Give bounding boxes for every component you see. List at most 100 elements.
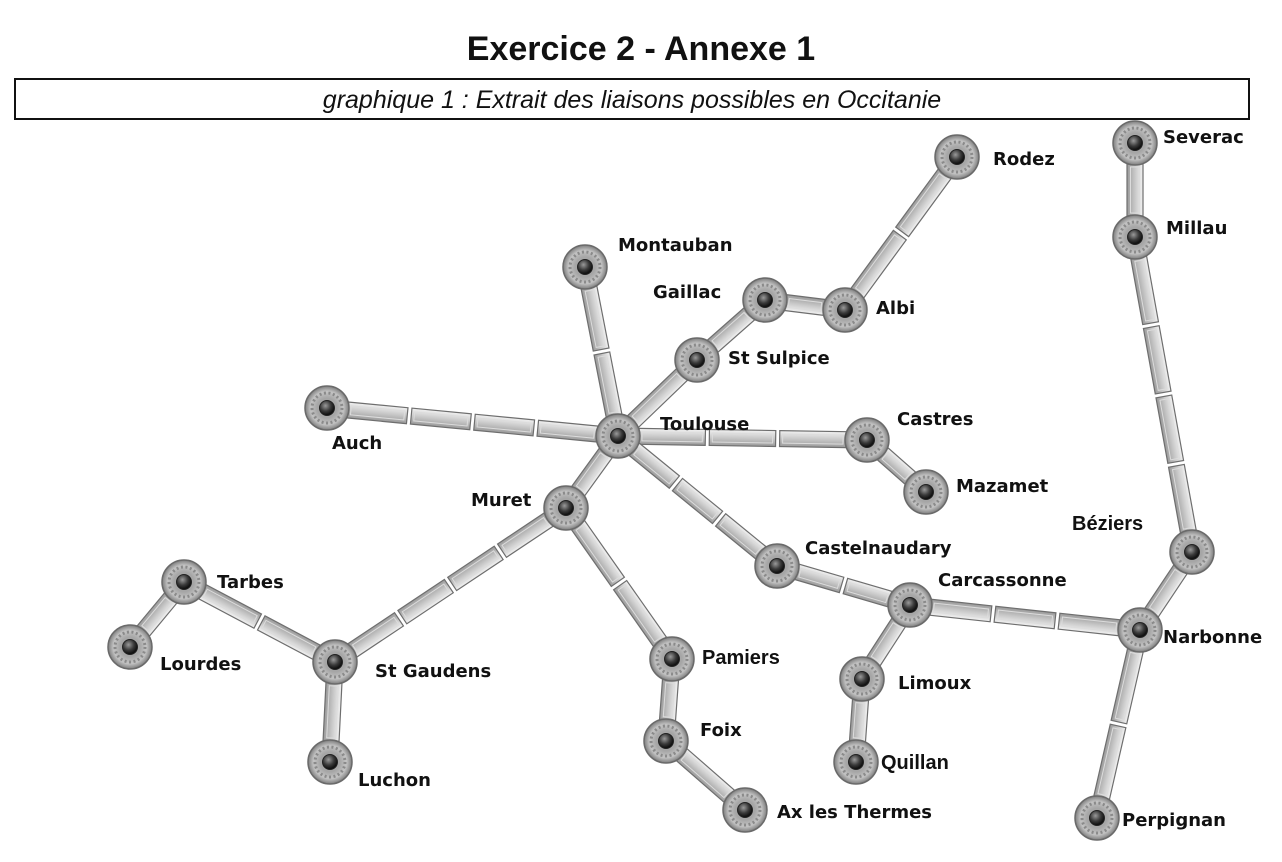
city-core <box>769 558 785 574</box>
city-label-axlesthermes: Ax les Thermes <box>777 802 932 823</box>
city-ring-texture <box>655 642 689 676</box>
city-ring-texture <box>850 423 884 457</box>
route-segment-inner <box>1148 568 1184 614</box>
route-segment <box>628 442 681 490</box>
route-segment <box>671 477 724 525</box>
route-segment-inner <box>633 447 676 485</box>
city-ring-texture <box>601 419 635 453</box>
route-segment <box>346 401 409 425</box>
city-ring-texture <box>1080 801 1114 835</box>
route-segment-inner <box>575 452 609 492</box>
city-core <box>949 149 965 165</box>
route-segment-inner <box>351 616 400 654</box>
route-segment-inner <box>141 596 173 633</box>
city-label-narbonne: Narbonne <box>1163 627 1262 648</box>
route-stgaudens-tarbes <box>198 583 321 661</box>
city-label-quillan: Quillan <box>881 752 949 774</box>
city-core <box>658 733 674 749</box>
city-label-severac: Severac <box>1163 127 1244 148</box>
city-label-albi: Albi <box>876 298 915 319</box>
route-rodez-albi <box>850 168 952 299</box>
route-segment <box>570 519 626 588</box>
route-segment-inner <box>202 588 258 625</box>
route-segment <box>865 617 907 667</box>
city-ring-texture <box>828 293 862 327</box>
route-segment-inner <box>575 524 621 583</box>
route-segment <box>446 545 504 592</box>
city-ring-texture <box>1118 126 1152 160</box>
city-label-stsulpice: St Sulpice <box>728 348 830 369</box>
city-ring-texture <box>893 588 927 622</box>
city-label-stgaudens: St Gaudens <box>375 661 491 682</box>
city-core <box>1127 229 1143 245</box>
route-segment-inner <box>349 405 406 421</box>
route-severac-millau <box>1126 163 1144 217</box>
city-ring-texture <box>728 793 762 827</box>
city-ring-texture <box>113 630 147 664</box>
city-core <box>854 671 870 687</box>
route-segment-inner <box>476 417 532 433</box>
route-muret-pamiers <box>570 519 668 648</box>
city-label-lourdes: Lourdes <box>160 654 241 675</box>
city-core <box>689 352 705 368</box>
route-segment <box>1126 163 1144 217</box>
route-pamiers-foix <box>658 678 680 722</box>
city-core <box>737 802 753 818</box>
route-segment-inner <box>1146 328 1168 391</box>
route-segment-inner <box>798 567 841 590</box>
page-title: Exercice 2 - Annexe 1 <box>466 30 816 68</box>
city-core <box>327 654 343 670</box>
route-segment-inner <box>1060 616 1118 633</box>
route-millau-beziers <box>1130 255 1197 534</box>
route-segment <box>784 293 826 317</box>
city-label-toulouse: Toulouse <box>660 414 749 435</box>
city-node-severac <box>1112 120 1158 166</box>
route-segment-inner <box>711 432 774 444</box>
city-label-pamiers: Pamiers <box>702 647 780 669</box>
city-core <box>558 500 574 516</box>
city-node-axlesthermes <box>722 787 768 833</box>
city-core <box>1132 622 1148 638</box>
city-ring-texture <box>760 549 794 583</box>
route-segment-inner <box>1159 398 1181 461</box>
route-segment-inner <box>852 702 866 739</box>
city-node-pamiers <box>649 636 695 682</box>
city-core <box>1184 544 1200 560</box>
route-segment <box>848 698 870 743</box>
route-auch-toulouse <box>346 401 599 443</box>
route-segment-inner <box>451 550 500 587</box>
city-label-muret: Muret <box>471 490 532 511</box>
route-segment-inner <box>854 234 903 294</box>
city-core <box>902 597 918 613</box>
city-core <box>122 639 138 655</box>
route-segment-inner <box>1171 467 1193 530</box>
city-node-perpignan <box>1074 795 1120 841</box>
city-node-foix <box>643 718 689 764</box>
city-label-limoux: Limoux <box>898 673 972 694</box>
route-segment-inner <box>631 372 684 424</box>
city-core <box>757 292 773 308</box>
city-core <box>610 428 626 444</box>
city-label-castelnaudary: Castelnaudary <box>805 538 952 559</box>
route-segment <box>570 447 614 497</box>
route-muret-stgaudens <box>347 512 554 658</box>
route-foix-axlesthermes <box>675 747 736 804</box>
city-node-muret <box>543 485 589 531</box>
city-node-limoux <box>839 656 885 702</box>
city-node-stsulpice <box>674 337 720 383</box>
route-segment-inner <box>996 609 1054 626</box>
city-core <box>1089 810 1105 826</box>
city-label-montauban: Montauban <box>618 235 733 256</box>
chart-caption: graphique 1 : Extrait des liaisons possi… <box>14 78 1250 120</box>
city-node-tarbes <box>161 559 207 605</box>
route-segment-inner <box>711 311 751 349</box>
city-node-stgaudens <box>312 639 358 685</box>
city-label-foix: Foix <box>700 720 742 741</box>
city-ring-texture <box>748 283 782 317</box>
route-segment <box>706 307 756 353</box>
city-ring-texture <box>845 662 879 696</box>
route-narbonne-carcassonne <box>929 598 1121 637</box>
route-segment <box>929 598 993 623</box>
city-label-tarbes: Tarbes <box>217 572 284 593</box>
route-segment-inner <box>641 431 703 443</box>
